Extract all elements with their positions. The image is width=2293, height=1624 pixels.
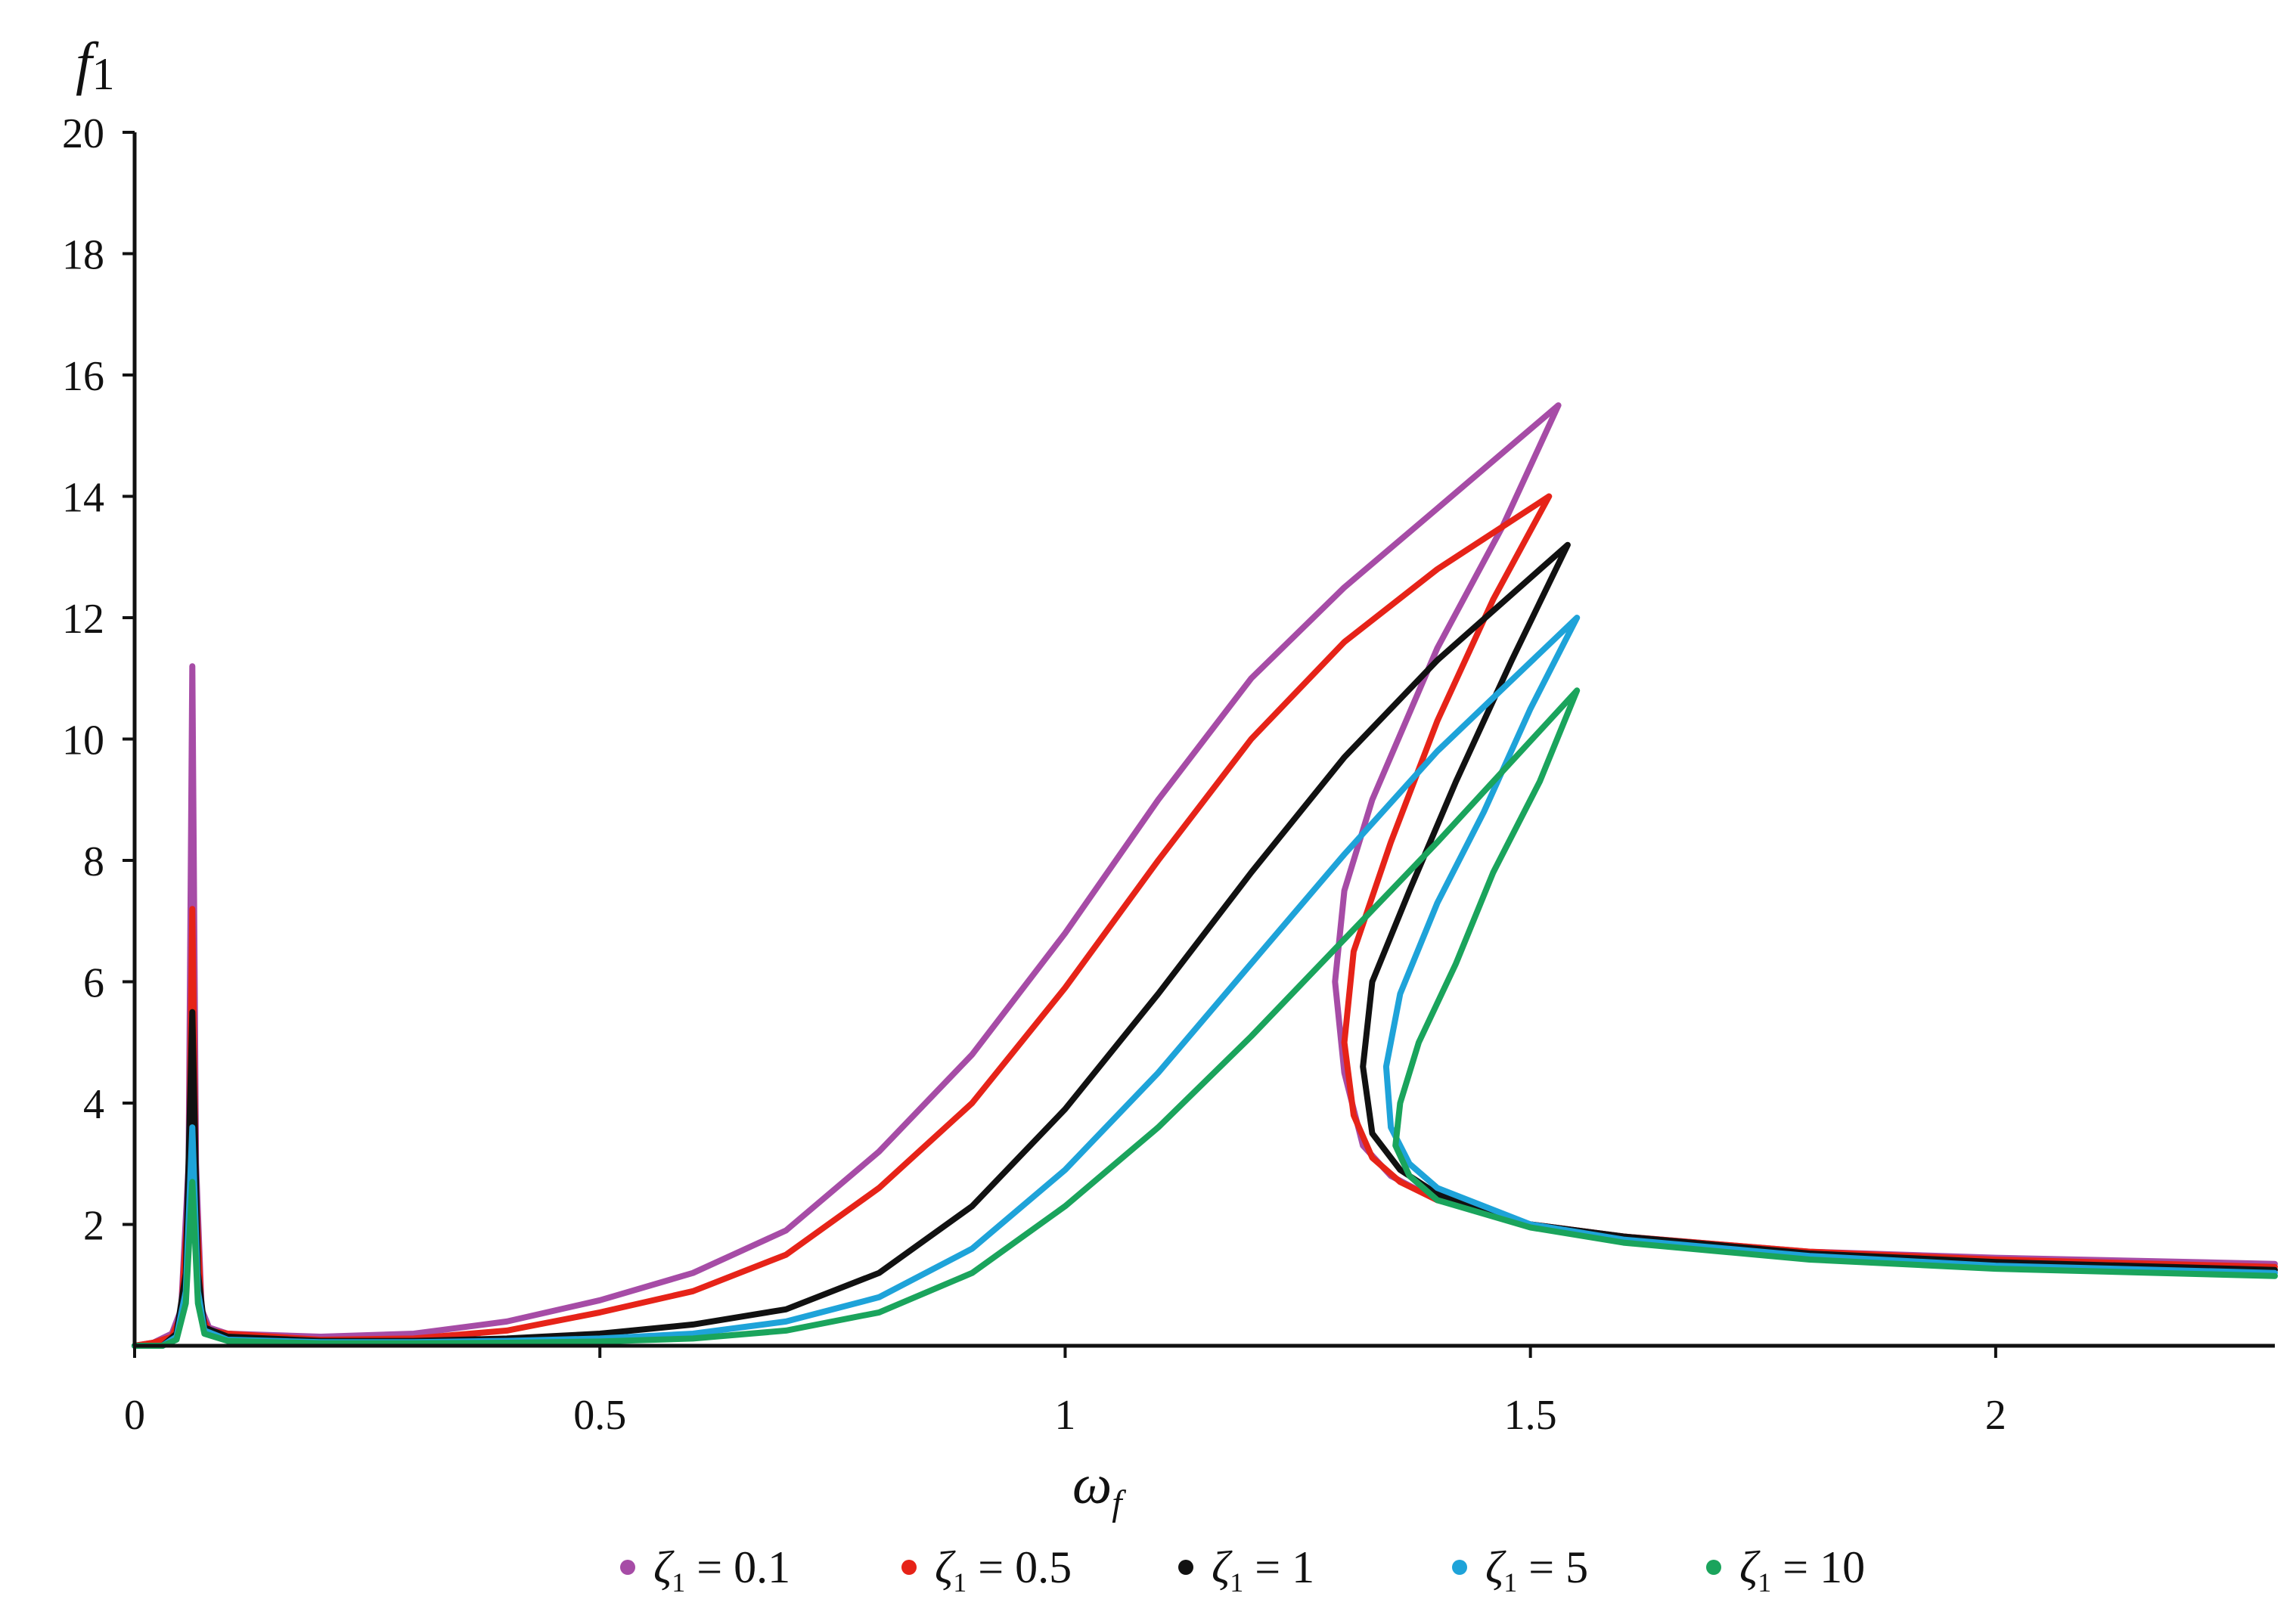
x-axis-title-sub: f — [1112, 1483, 1126, 1523]
legend-marker-2 — [1178, 1560, 1193, 1575]
x-tick-label: 0 — [124, 1392, 145, 1439]
y-tick-label: 20 — [62, 110, 104, 157]
y-tick-label: 18 — [62, 232, 104, 279]
y-tick-label: 2 — [83, 1203, 104, 1250]
y-tick-label: 16 — [62, 353, 104, 400]
legend-label-3: ζ1 = 5 — [1485, 1542, 1588, 1598]
y-tick-label: 4 — [83, 1081, 104, 1128]
x-axis-title: ωf — [1072, 1454, 1126, 1523]
legend: ζ1 = 0.1 ζ1 = 0.5 ζ1 = 1 ζ1 = 5 ζ1 = 10 — [620, 1542, 1865, 1598]
x-tick-label: 0.5 — [573, 1392, 626, 1439]
x-axis-title-main: ω — [1072, 1454, 1112, 1516]
y-axis-title-sub: 1 — [92, 49, 115, 99]
series-line-0 — [132, 402, 2278, 1349]
legend-label-4: ζ1 = 10 — [1739, 1542, 1865, 1598]
y-tick-label: 8 — [83, 838, 104, 885]
x-tick-label: 1 — [1054, 1392, 1075, 1439]
series-line-4 — [132, 687, 2278, 1349]
x-tick-label: 2 — [1985, 1392, 2006, 1439]
series-line-3 — [132, 615, 2278, 1349]
y-tick-label: 10 — [62, 717, 104, 764]
plot-area — [132, 402, 2278, 1349]
y-tick-label: 14 — [62, 475, 104, 522]
axes: 2 4 6 8 10 12 14 16 18 20 0 0.5 1 1.5 2 — [62, 110, 2275, 1439]
legend-marker-3 — [1452, 1560, 1467, 1575]
legend-marker-0 — [620, 1560, 635, 1575]
series-line-1 — [132, 493, 2278, 1349]
legend-marker-1 — [901, 1560, 917, 1575]
legend-label-1: ζ1 = 0.5 — [935, 1542, 1072, 1598]
y-tick-label: 12 — [62, 596, 104, 643]
y-tick-label: 6 — [83, 960, 104, 1007]
series-line-2 — [132, 541, 2278, 1349]
legend-label-2: ζ1 = 1 — [1212, 1542, 1314, 1598]
legend-label-0: ζ1 = 0.1 — [653, 1542, 790, 1598]
x-tick-label: 1.5 — [1504, 1392, 1557, 1439]
y-axis-title: f1 — [76, 30, 115, 99]
legend-marker-4 — [1706, 1560, 1721, 1575]
